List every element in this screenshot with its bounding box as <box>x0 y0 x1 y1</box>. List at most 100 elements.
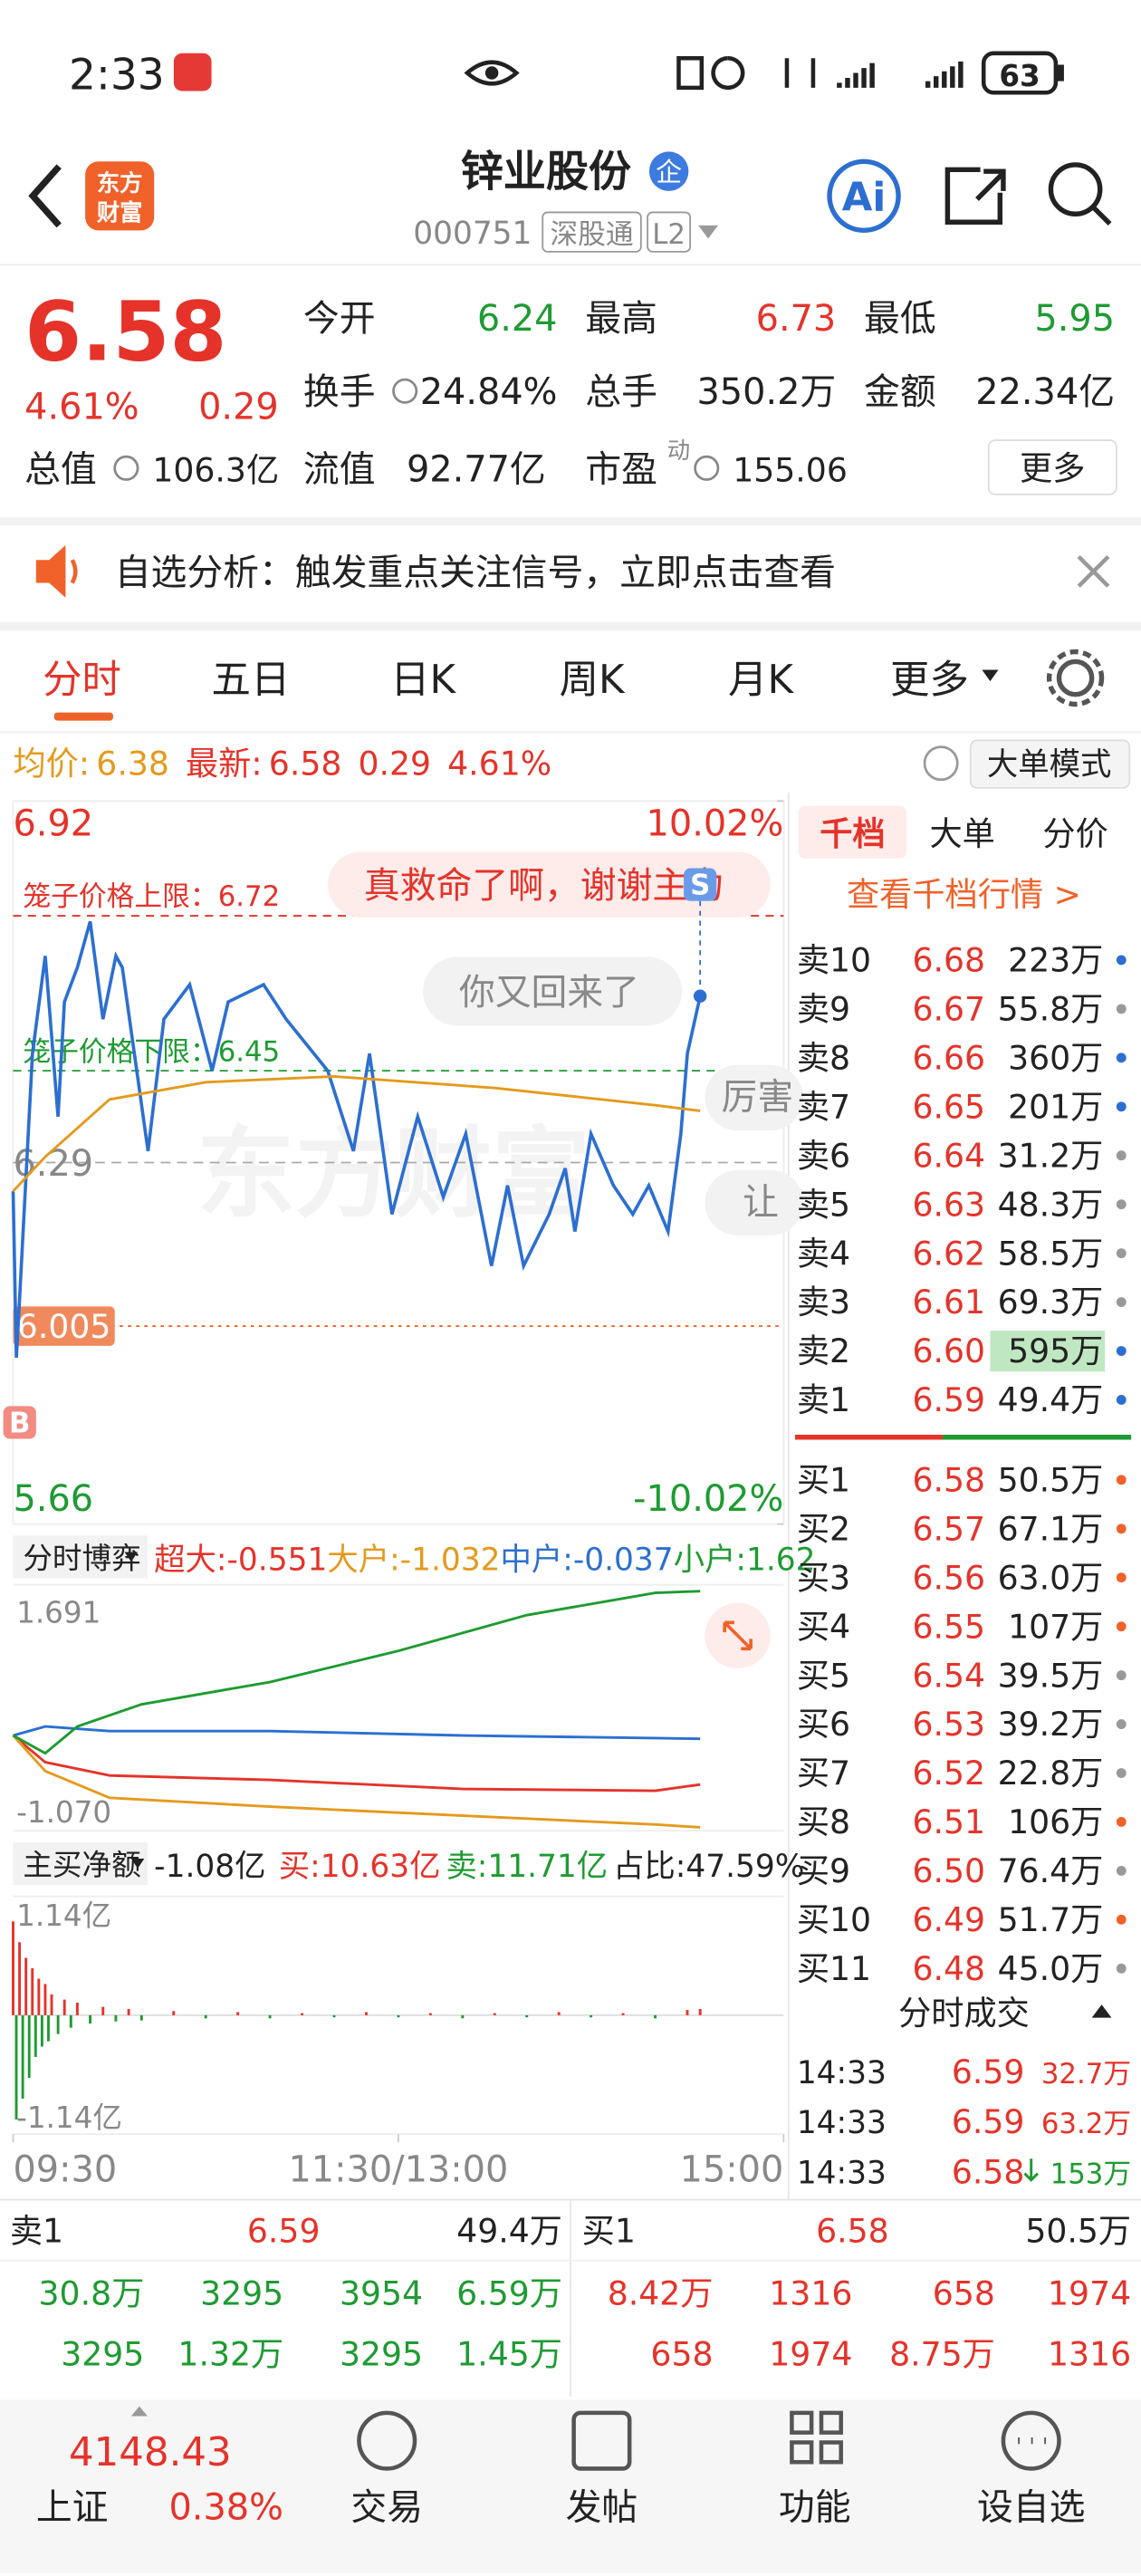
stock-name: 锌业股份 <box>461 147 631 197</box>
info-icon[interactable] <box>694 455 720 481</box>
book-volume: 76.4万 <box>998 1851 1104 1890</box>
text-part: 笼子价格上限： <box>23 880 217 913</box>
indicator-name[interactable]: 主买净额 <box>23 1848 140 1882</box>
book-tab[interactable]: 千档 <box>820 814 885 853</box>
tab[interactable]: 日K <box>390 658 456 703</box>
book-price: 6.68 <box>912 941 985 980</box>
logo-text: 财富 <box>97 198 143 226</box>
collapse-arrow[interactable] <box>1091 2004 1112 2018</box>
function-icon[interactable] <box>790 2410 843 2465</box>
book-link[interactable]: 查看千档行情 > <box>847 875 1081 914</box>
book-volume: 39.2万 <box>998 1705 1104 1744</box>
book-tab[interactable]: 分价 <box>1042 814 1107 853</box>
indicator-box[interactable] <box>13 1535 148 1579</box>
nav-item[interactable]: 设自选 <box>977 2487 1085 2529</box>
watchlist-icon[interactable] <box>1001 2410 1061 2471</box>
indicator-name[interactable]: 分时博弈 <box>23 1542 140 1576</box>
tab[interactable]: 分时 <box>43 658 121 703</box>
book-label: 卖8 <box>797 1039 850 1078</box>
tab[interactable]: 五日 <box>212 658 291 703</box>
ai-label[interactable]: Ai <box>842 176 887 221</box>
legend-name: 中户: <box>500 1542 572 1578</box>
nav-item[interactable]: 交易 <box>350 2487 423 2529</box>
book-price: 6.48 <box>912 1949 985 1988</box>
badge-text: 企 <box>656 157 682 187</box>
book-label: 卖5 <box>797 1185 850 1224</box>
book-label: 买6 <box>797 1705 850 1744</box>
dropdown-arrow[interactable] <box>124 1552 139 1562</box>
help-icon[interactable] <box>923 745 959 782</box>
field-label: 流值 <box>303 448 376 490</box>
depth-cell: 6.59万 <box>456 2273 562 2312</box>
legend-value: 1.62 <box>746 1542 816 1578</box>
line <box>12 1734 701 1793</box>
depth-cell: 1974 <box>1048 2273 1131 2312</box>
bar <box>24 1957 28 2015</box>
book-price: 6.64 <box>912 1136 985 1175</box>
more-button[interactable] <box>987 439 1117 495</box>
settings-gear <box>1046 649 1105 707</box>
book-label: 买7 <box>797 1754 850 1793</box>
depth-cell: 1974 <box>769 2334 852 2373</box>
index-value[interactable]: 4148.43 <box>69 2430 232 2475</box>
book-price: 6.55 <box>912 1607 985 1646</box>
banner-text[interactable]: 自选分析：触发重点关注信号，立即点击查看 <box>115 552 836 593</box>
book-dot <box>1116 1150 1127 1161</box>
big-order-button[interactable] <box>969 739 1131 789</box>
book-volume: 360万 <box>1008 1039 1103 1078</box>
logo <box>85 161 155 231</box>
trade-price: 6.59 <box>952 2052 1025 2091</box>
ai-button[interactable] <box>827 159 901 234</box>
index-name[interactable]: 上证 <box>36 2487 109 2529</box>
line <box>12 1075 701 1193</box>
book-volume: 31.2万 <box>998 1136 1104 1175</box>
dropdown-arrow[interactable] <box>130 1859 145 1869</box>
book-price: 6.50 <box>912 1851 985 1890</box>
bar <box>590 2014 593 2018</box>
nav-item[interactable]: 功能 <box>779 2487 851 2529</box>
info-icon[interactable] <box>392 378 418 404</box>
tab[interactable]: 周K <box>560 658 626 703</box>
book-volume: 50.5万 <box>998 1460 1104 1499</box>
battery-tip <box>1057 64 1064 82</box>
depth-cell: 3954 <box>340 2273 423 2312</box>
nav-item[interactable]: 发帖 <box>566 2487 638 2529</box>
x-tick-label: 09:30 <box>13 2149 117 2191</box>
share-button[interactable] <box>944 167 1006 225</box>
search-button[interactable] <box>1048 162 1103 216</box>
line <box>13 1725 701 1741</box>
dropdown-arrow[interactable] <box>982 669 999 682</box>
post-icon[interactable] <box>571 2410 632 2471</box>
tab[interactable]: 更多 <box>890 658 969 703</box>
big-order-button[interactable]: 大单模式 <box>987 746 1112 783</box>
bar <box>365 2012 368 2015</box>
trade-icon[interactable] <box>357 2410 417 2471</box>
more-button[interactable]: 更多 <box>1020 449 1085 488</box>
cursor-box <box>13 1306 115 1346</box>
bar <box>47 2014 50 2042</box>
depth-volume: 49.4万 <box>456 2212 562 2251</box>
settings-button[interactable] <box>1056 658 1095 697</box>
book-tab[interactable]: 大单 <box>929 814 994 853</box>
indicator-box[interactable] <box>13 1841 148 1885</box>
y2-tick-label: -10.02% <box>633 1478 783 1520</box>
tab[interactable]: 月K <box>728 658 794 703</box>
index-change[interactable]: 0.38% <box>168 2487 283 2529</box>
close-button[interactable] <box>1077 554 1110 588</box>
battery <box>981 51 1059 95</box>
bar <box>114 2014 118 2022</box>
dropdown-arrow[interactable] <box>698 225 718 239</box>
tab-active-bg[interactable] <box>798 805 907 859</box>
bar <box>69 2014 72 2028</box>
trade-time: 14:33 <box>797 2055 887 2091</box>
field-value: 350.2万 <box>696 371 836 413</box>
book-volume: 45.0万 <box>998 1949 1104 1988</box>
bar <box>654 2014 657 2019</box>
back-button[interactable] <box>28 164 62 228</box>
book-label: 卖2 <box>797 1331 850 1370</box>
signal-icon <box>837 61 964 88</box>
info-icon[interactable] <box>113 455 139 481</box>
info-bar: 均价: 6.38 最新: 6.58 0.29 4.61% <box>13 744 551 783</box>
trade-volume: 32.7万 <box>1041 2058 1131 2091</box>
depth-price: 6.58 <box>816 2212 889 2251</box>
